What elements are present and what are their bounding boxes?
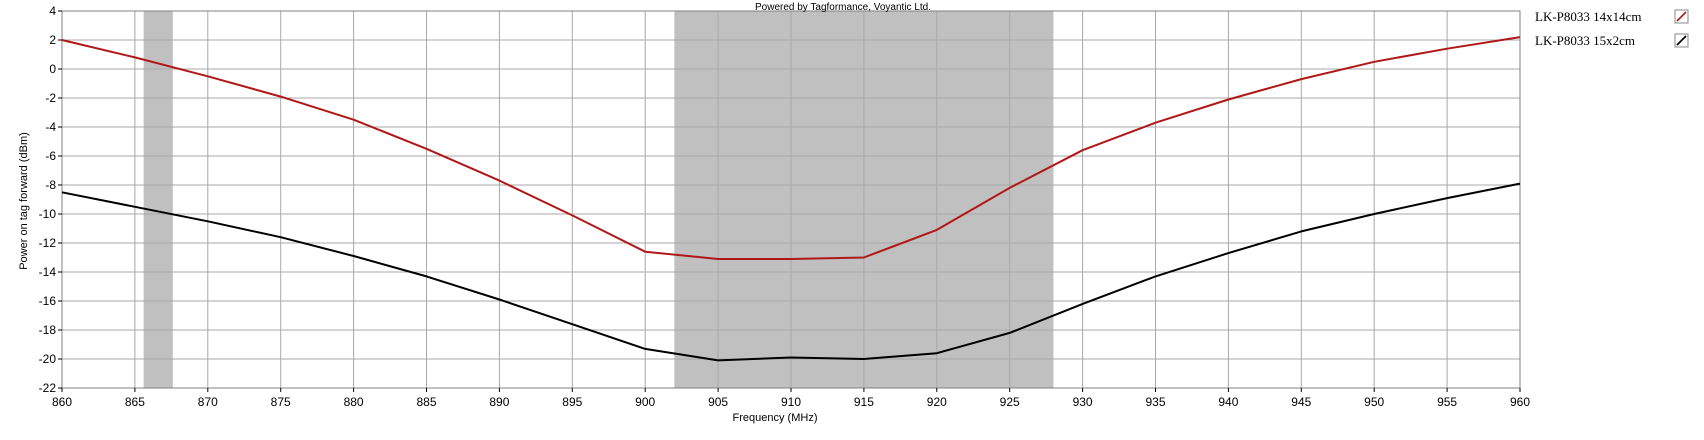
- series-lines: [61, 36, 1521, 362]
- series-line-1: [61, 36, 1521, 260]
- y-tick-label: -4: [45, 120, 56, 134]
- x-tick-label: 960: [1510, 395, 1530, 409]
- chart-credit: Powered by Tagformance, Voyantic Ltd.: [755, 2, 931, 13]
- x-tick-label: 955: [1437, 395, 1457, 409]
- legend-swatch-line-2: [1676, 35, 1687, 46]
- x-tick-label: 935: [1145, 395, 1165, 409]
- grid-lines: [61, 10, 1521, 389]
- shaded-band-1: [143, 11, 173, 388]
- y-tick-label: -20: [39, 352, 57, 366]
- y-tick-label: -10: [39, 207, 57, 221]
- y-tick-label: -2: [45, 91, 56, 105]
- shaded-bands: [143, 11, 1054, 388]
- series-line-2: [61, 182, 1521, 362]
- x-tick-label: 950: [1364, 395, 1384, 409]
- y-tick-label: -12: [39, 236, 57, 250]
- y-tick-label: -14: [39, 265, 57, 279]
- x-tick-label: 885: [416, 395, 436, 409]
- x-tick-label: 895: [562, 395, 582, 409]
- y-tick-label: -18: [39, 323, 57, 337]
- y-tick-label: -16: [39, 294, 57, 308]
- x-tick-label: 905: [708, 395, 728, 409]
- x-tick-label: 915: [854, 395, 874, 409]
- y-axis-ticks: 4 2 0 -2 -4 -6 -8 -10 -12 -14 -16 -18 -20 -22: [39, 4, 62, 395]
- x-tick-label: 920: [927, 395, 947, 409]
- x-tick-label: 900: [635, 395, 655, 409]
- legend: LK-P8033 14x14cm LK-P8033 15x2cm: [1535, 9, 1689, 48]
- y-tick-label: -22: [39, 381, 57, 395]
- y-axis-label: Power on tag forward (dBm): [18, 132, 30, 270]
- y-tick-label: -6: [45, 149, 56, 163]
- x-tick-label: 940: [1218, 395, 1238, 409]
- y-tick-label: 2: [49, 33, 56, 47]
- x-tick-label: 875: [271, 395, 291, 409]
- y-tick-label: -8: [45, 178, 56, 192]
- x-tick-label: 880: [344, 395, 364, 409]
- y-tick-label: 0: [49, 62, 56, 76]
- x-tick-label: 925: [1000, 395, 1020, 409]
- x-tick-label: 945: [1291, 395, 1311, 409]
- x-tick-label: 860: [52, 395, 72, 409]
- x-tick-label: 910: [781, 395, 801, 409]
- x-axis-ticks: 860 865 870 875 880 885 890 895 900 905 910 915 920 9…: [52, 388, 1530, 409]
- x-tick-label: 930: [1073, 395, 1093, 409]
- x-tick-label: 870: [198, 395, 218, 409]
- x-tick-label: 865: [125, 395, 145, 409]
- legend-label-1: LK-P8033 14x14cm: [1535, 9, 1642, 24]
- x-tick-label: 890: [489, 395, 509, 409]
- legend-swatch-line-1: [1676, 11, 1687, 22]
- y-tick-label: 4: [49, 4, 56, 18]
- x-axis-label: Frequency (MHz): [733, 412, 818, 424]
- legend-label-2: LK-P8033 15x2cm: [1535, 33, 1635, 48]
